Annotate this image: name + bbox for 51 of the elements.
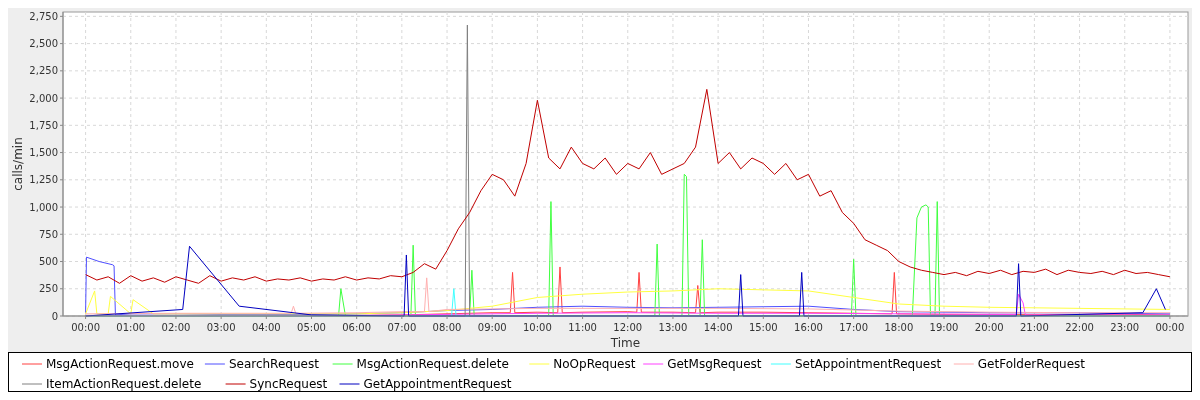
x-tick-label: 04:00	[251, 322, 281, 333]
x-tick-label: 06:00	[342, 322, 372, 333]
y-tick-label: 1,750	[29, 119, 58, 131]
x-tick-label: 13:00	[658, 322, 688, 333]
legend-label: MsgActionRequest.delete	[356, 357, 509, 371]
legend-label: MsgActionRequest.move	[46, 357, 194, 371]
legend-label: GetFolderRequest	[977, 357, 1086, 371]
y-tick-label: 1,000	[29, 201, 58, 213]
line-series	[85, 88, 1171, 284]
line-series	[85, 277, 1171, 315]
x-tick-label: 23:00	[1110, 322, 1140, 333]
x-tick-label: 07:00	[387, 322, 417, 333]
y-tick-label: 1,250	[29, 174, 58, 186]
y-tick-label: 2,750	[29, 10, 58, 22]
legend-label: ItemActionRequest.delete	[46, 377, 202, 391]
x-tick-label: 15:00	[748, 322, 778, 333]
x-tick-label: 00:00	[1155, 322, 1185, 333]
x-tick-label: 14:00	[703, 322, 733, 333]
y-tick-label: 0	[51, 310, 58, 322]
x-tick-label: 11:00	[568, 322, 597, 333]
x-tick-label: 18:00	[884, 322, 914, 333]
y-tick-label: 500	[38, 256, 58, 268]
x-tick-label: 19:00	[929, 322, 959, 333]
y-tick-label: 2,000	[29, 92, 58, 104]
x-axis-title: Time	[609, 336, 641, 350]
x-tick-label: 05:00	[297, 322, 326, 333]
x-tick-label: 16:00	[794, 322, 823, 333]
x-tick-label: 01:00	[116, 322, 146, 333]
legend-label: SetAppointmentRequest	[794, 357, 942, 371]
legend-label: GetAppointmentRequest	[363, 377, 512, 391]
y-tick-label: 2,250	[29, 65, 58, 77]
x-tick-label: 08:00	[432, 322, 462, 333]
x-tick-label: 21:00	[1019, 322, 1049, 333]
y-tick-label: 1,500	[29, 147, 58, 159]
x-tick-label: 17:00	[839, 322, 869, 333]
y-tick-label: 2,500	[29, 38, 58, 50]
x-tick-label: 09:00	[477, 322, 507, 333]
legend-label: SyncRequest	[249, 377, 328, 391]
x-tick-label: 20:00	[974, 322, 1004, 333]
y-tick-label: 250	[38, 283, 58, 295]
x-tick-label: 00:00	[71, 322, 100, 333]
legend-label: GetMsgRequest	[667, 357, 762, 371]
x-tick-label: 22:00	[1065, 322, 1094, 333]
y-tick-label: 750	[38, 228, 58, 240]
x-tick-label: 02:00	[161, 322, 191, 333]
x-tick-label: 12:00	[613, 322, 643, 333]
y-axis-title: calls/min	[11, 137, 25, 191]
legend-label: NoOpRequest	[553, 357, 636, 371]
x-tick-label: 10:00	[522, 322, 552, 333]
x-tick-label: 03:00	[206, 322, 236, 333]
legend-label: SearchRequest	[228, 357, 320, 371]
